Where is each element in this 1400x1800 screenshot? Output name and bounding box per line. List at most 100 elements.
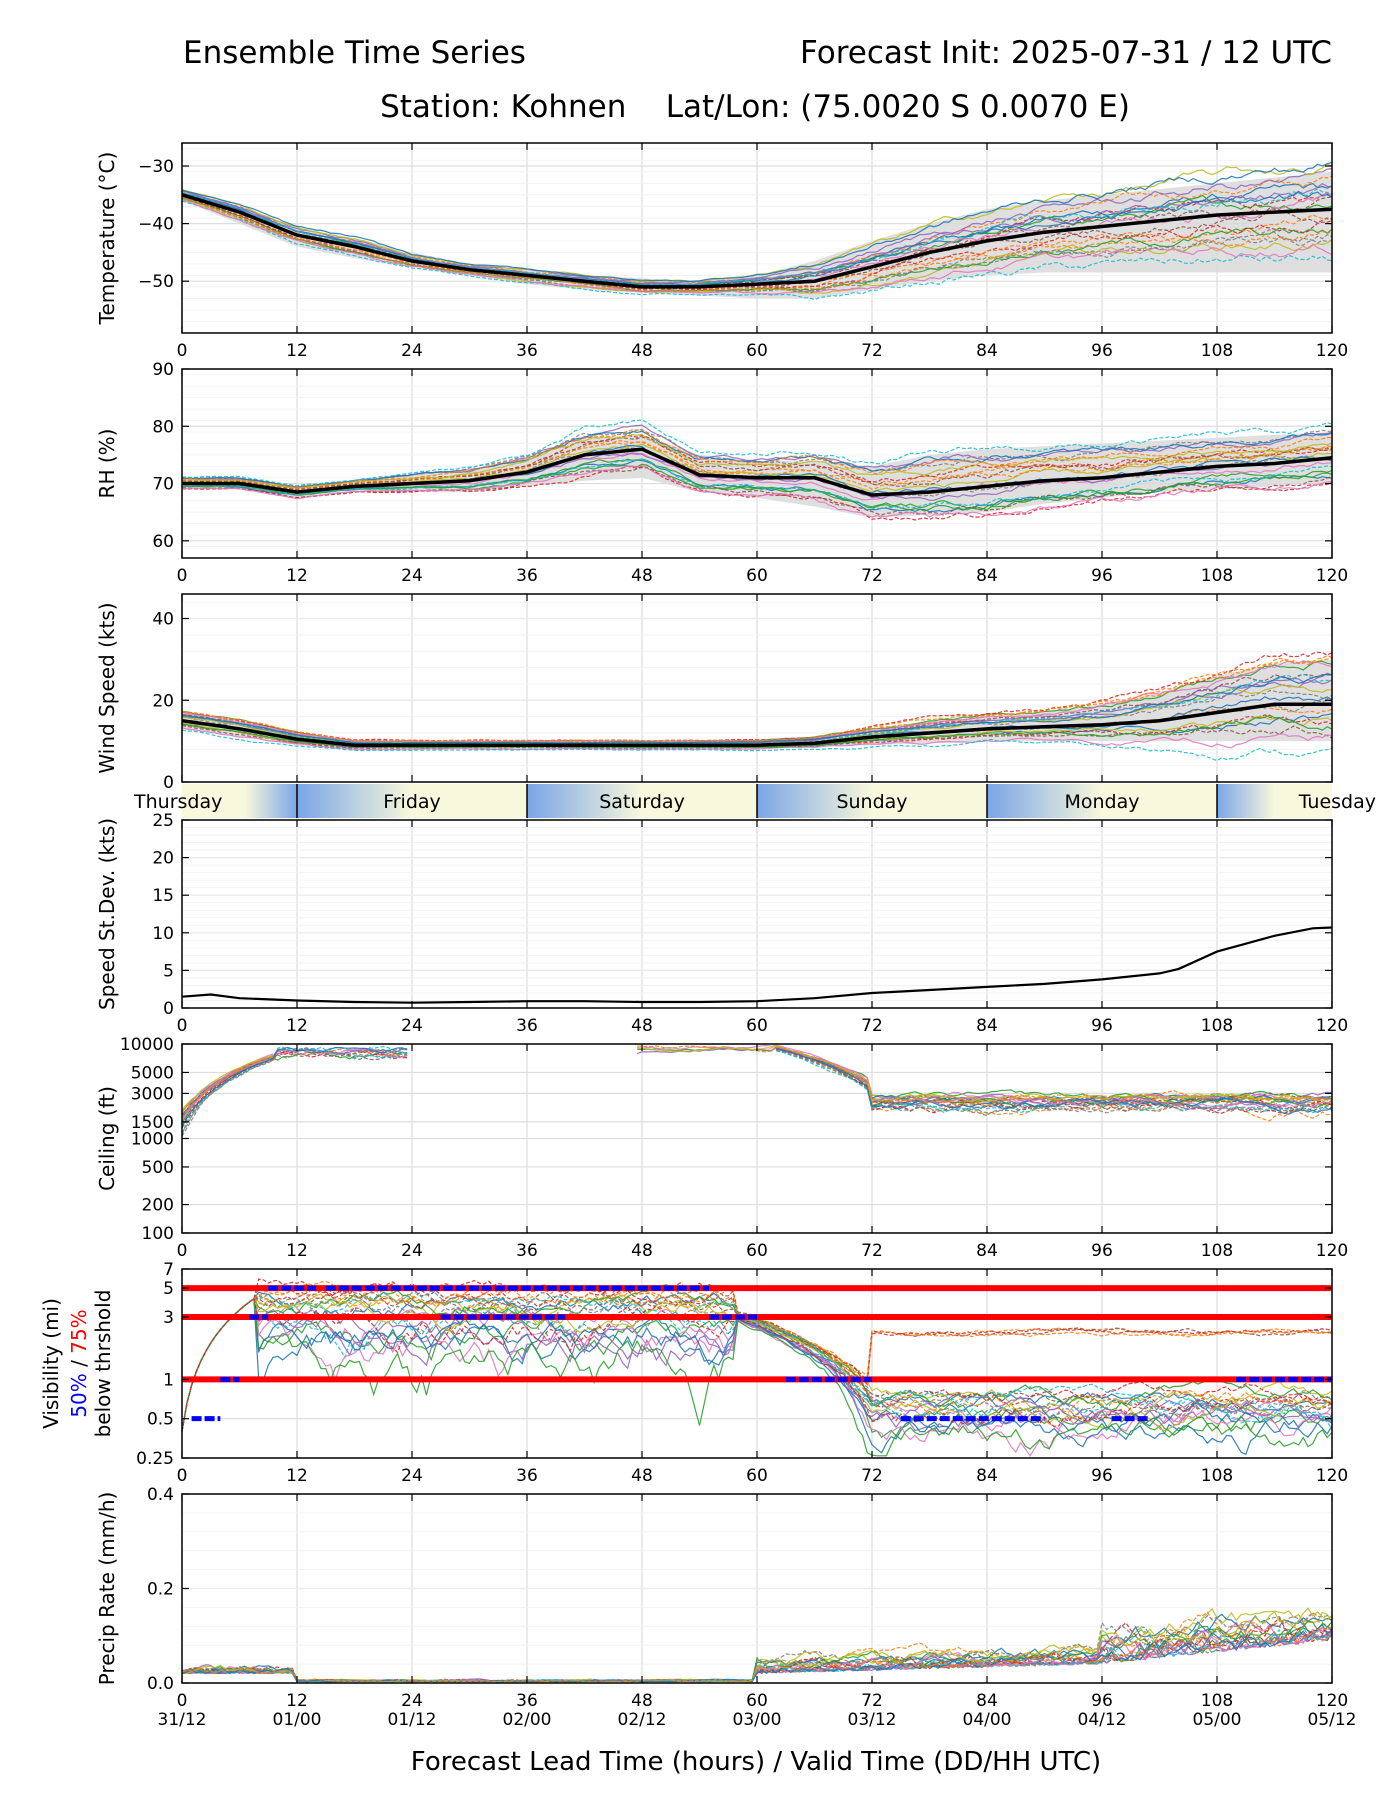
x-tick-label: 72 — [861, 566, 883, 586]
x-tick-label: 36 — [516, 1241, 538, 1261]
x-tick-label: 24 — [401, 1466, 423, 1486]
ensemble-member-line — [181, 1278, 1333, 1432]
x-tick-label: 36 — [516, 566, 538, 586]
x-tick-label: 84 — [976, 1691, 998, 1711]
x-tick-label: 72 — [861, 1466, 883, 1486]
ensemble-member-line — [181, 1048, 408, 1133]
x-tick-label: 120 — [1316, 1016, 1348, 1036]
x-tick-label: 24 — [401, 1016, 423, 1036]
y-tick-label: 5 — [163, 961, 174, 981]
day-segment — [245, 784, 297, 818]
x-tick-label: 120 — [1316, 1241, 1348, 1261]
ensemble-member-line — [181, 161, 1333, 283]
y-tick-label: 200 — [142, 1196, 174, 1216]
ensemble-member-line — [181, 1054, 274, 1111]
y-tick-label: 20 — [152, 849, 174, 869]
y-tick-label: 5 — [163, 1279, 174, 1299]
y-tick-label: 15 — [152, 886, 174, 906]
x-tick-label: 24 — [401, 1241, 423, 1261]
x-tick-label: 24 — [401, 341, 423, 361]
day-segment — [182, 784, 246, 818]
visibility-ylabel: Visibility (mi) 50% / 75% below thrshold — [39, 1290, 115, 1438]
day-label: Monday — [1064, 791, 1139, 813]
day-segment — [987, 784, 1217, 818]
day-segment — [527, 784, 757, 818]
x-tick-label: 0 — [177, 1241, 188, 1261]
y-tick-label: −30 — [138, 157, 174, 177]
ensemble-member-line — [182, 465, 1333, 521]
x-tick-label: 36 — [516, 1691, 538, 1711]
visibility-ylabel-75: 75% — [67, 1309, 91, 1353]
y-tick-label: 1000 — [131, 1130, 174, 1150]
y-tick-label: 1500 — [131, 1113, 174, 1133]
x-tick-label: 108 — [1201, 1466, 1233, 1486]
x-tick-label: 120 — [1316, 1691, 1348, 1711]
y-tick-label: 0.2 — [147, 1580, 174, 1600]
ensemble-member-line — [181, 1048, 408, 1137]
x-tick-label: 48 — [631, 1466, 653, 1486]
y-tick-label: 40 — [152, 610, 174, 630]
x-tick-label: 96 — [1091, 1241, 1113, 1261]
y-axis-label: Wind Speed (kts) — [95, 602, 119, 773]
y-tick-label: 3 — [163, 1308, 174, 1328]
y-tick-label: −40 — [138, 215, 174, 235]
panel-wind-speed: 0 20 40 Wind Speed (kts) — [95, 593, 1333, 793]
valid-time-label: 02/00 — [503, 1710, 552, 1730]
footer-xlabel: Forecast Lead Time (hours) / Valid Time … — [411, 1747, 1101, 1777]
x-tick-label: 48 — [631, 566, 653, 586]
ensemble-member-line — [181, 1607, 1333, 1683]
y-tick-label: 1 — [163, 1370, 174, 1390]
ensemble-member-line — [181, 441, 1333, 491]
x-tick-label: 96 — [1091, 1016, 1113, 1036]
x-tick-label: 72 — [861, 1691, 883, 1711]
valid-time-label: 05/00 — [1193, 1710, 1242, 1730]
ensemble-member-line — [181, 1290, 1333, 1432]
y-tick-label: 10 — [152, 924, 174, 944]
panel-temperature: −30 −40 −50 0 12 24 36 48 60 72 84 96 108 120 Temperat… — [95, 142, 1348, 361]
x-tick-label: 48 — [631, 341, 653, 361]
x-tick-label: 24 — [401, 566, 423, 586]
x-tick-label: 108 — [1201, 566, 1233, 586]
x-tick-label: 36 — [516, 1016, 538, 1036]
x-tick-label: 72 — [861, 1016, 883, 1036]
x-tick-label: 72 — [861, 1241, 883, 1261]
ensemble-member-line — [181, 198, 1333, 295]
x-tick-label: 60 — [746, 1241, 768, 1261]
day-label: Tuesday — [1298, 791, 1376, 813]
day-segment — [1217, 784, 1332, 818]
ensemble-member-line — [181, 1047, 408, 1127]
y-tick-label: −50 — [138, 272, 174, 292]
ensemble-member-line — [776, 1047, 1333, 1115]
x-tick-label: 84 — [976, 341, 998, 361]
x-tick-label: 84 — [976, 1016, 998, 1036]
y-tick-label: 25 — [152, 811, 174, 831]
valid-time-label: 01/12 — [388, 1710, 437, 1730]
y-tick-label: 0.25 — [136, 1449, 174, 1469]
x-tick-label: 36 — [516, 341, 538, 361]
valid-time-label: 03/00 — [733, 1710, 782, 1730]
ensemble-member-line — [181, 1297, 1333, 1457]
ensemble-member-line — [181, 1622, 1333, 1683]
ensemble-member-line — [181, 197, 1333, 294]
stdev-line — [181, 926, 1333, 1004]
ensemble-member-line — [181, 419, 1333, 487]
valid-time-label: 05/12 — [1308, 1710, 1357, 1730]
ensemble-member-line — [776, 1046, 1333, 1107]
x-tick-label: 12 — [286, 566, 308, 586]
ensemble-member-line — [181, 428, 1333, 489]
y-tick-label: 20 — [152, 691, 174, 711]
ensemble-member-line — [181, 1623, 1333, 1683]
ensemble-member-line — [181, 200, 1333, 301]
panel-precip-rate: 0.0 0.2 0.4 0 12 24 36 48 60 72 84 96 108 120 Precip R… — [95, 1485, 1357, 1730]
day-label: Sunday — [836, 791, 907, 813]
y-tick-label: 500 — [142, 1158, 174, 1178]
visibility-ylabel-slash: / — [67, 1354, 91, 1373]
day-label: Friday — [383, 791, 441, 813]
x-tick-label: 84 — [976, 566, 998, 586]
x-tick-label: 72 — [861, 341, 883, 361]
ensemble-member-line — [181, 167, 1333, 284]
x-tick-label: 24 — [401, 1691, 423, 1711]
x-tick-label: 96 — [1091, 341, 1113, 361]
x-tick-label: 0 — [177, 1691, 188, 1711]
ensemble-member-line — [181, 1048, 408, 1129]
